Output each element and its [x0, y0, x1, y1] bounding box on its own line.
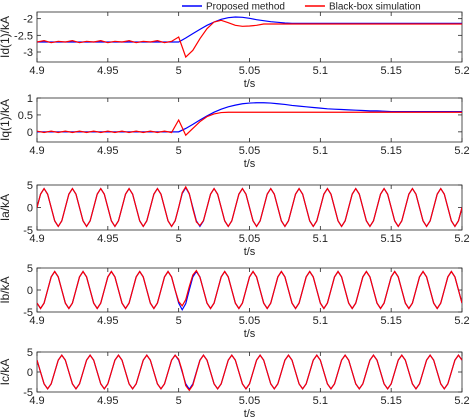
x-tick-label: 5.2: [454, 65, 469, 77]
x-tick-label: 5: [176, 145, 182, 157]
x-tick-label: 5.1: [313, 233, 328, 245]
y-tick-label: 0: [27, 127, 33, 139]
series-line: [37, 102, 462, 133]
plot-area: [36, 351, 463, 393]
series-line: [37, 19, 462, 59]
x-tick-label: 5: [176, 65, 182, 77]
x-axis-label: t/s: [244, 328, 256, 340]
y-tick-label: 0.5: [18, 110, 33, 122]
legend-label: Proposed method: [206, 2, 285, 13]
series-line: [37, 185, 462, 228]
x-tick-label: 5.1: [313, 315, 328, 327]
x-axis-label: t/s: [244, 78, 256, 90]
legend-label: Black-box simulation: [329, 2, 421, 13]
x-tick-label: 4.9: [29, 145, 44, 157]
x-tick-label: 4.9: [29, 395, 44, 407]
x-tick-label: 5.2: [454, 315, 469, 327]
x-tick-label: 5.05: [239, 315, 260, 327]
y-tick-label: 5: [27, 263, 33, 275]
x-axis-label: t/s: [244, 246, 256, 258]
x-tick-label: 5.2: [454, 395, 469, 407]
x-tick-label: 5.05: [239, 395, 260, 407]
x-tick-label: 5: [176, 315, 182, 327]
x-tick-label: 5.15: [380, 395, 401, 407]
y-tick-label: 0: [27, 285, 33, 297]
series-line: [37, 354, 462, 392]
y-tick-label: 0: [27, 203, 33, 215]
x-tick-label: 5.1: [313, 65, 328, 77]
x-tick-label: 5.05: [239, 233, 260, 245]
y-tick-label: -3: [23, 47, 33, 59]
x-tick-label: 5.2: [454, 233, 469, 245]
y-tick-label: -5: [23, 225, 33, 237]
y-tick-label: 0: [27, 367, 33, 379]
x-tick-label: 4.95: [97, 145, 118, 157]
x-tick-label: 5.15: [380, 145, 401, 157]
plot-area: [36, 11, 463, 63]
y-tick-label: -2: [23, 14, 33, 26]
y-tick-label: -5: [23, 307, 33, 319]
x-axis-label: t/s: [244, 158, 256, 170]
x-tick-label: 4.9: [29, 65, 44, 77]
x-tick-label: 4.9: [29, 233, 44, 245]
x-tick-label: 5.05: [239, 145, 260, 157]
y-tick-label: -2.5: [14, 30, 33, 42]
y-axis-label: Ib/kA: [0, 276, 12, 303]
y-tick-label: -5: [23, 387, 33, 399]
y-tick-label: 5: [27, 180, 33, 192]
y-axis-label: Ic/kA: [0, 359, 12, 386]
legend: Proposed method Black-box simulation: [182, 2, 421, 13]
x-tick-label: 4.95: [97, 65, 118, 77]
plot-area: [36, 97, 463, 143]
series-line: [37, 269, 462, 310]
x-tick-label: 5.15: [380, 233, 401, 245]
x-tick-label: 5.2: [454, 145, 469, 157]
x-tick-label: 5: [176, 395, 182, 407]
x-tick-label: 4.95: [97, 233, 118, 245]
x-tick-label: 4.9: [29, 315, 44, 327]
y-tick-label: 5: [27, 347, 33, 359]
x-tick-label: 4.95: [97, 395, 118, 407]
y-axis-label: Id(1)/kA: [0, 16, 12, 58]
x-tick-label: 5.15: [380, 315, 401, 327]
y-axis-label: Ia/kA: [0, 194, 12, 221]
x-tick-label: 5.15: [380, 65, 401, 77]
plot-area: [36, 267, 463, 313]
y-axis-label: Iq(1)/kA: [0, 99, 12, 141]
x-tick-label: 5.1: [313, 395, 328, 407]
x-tick-label: 4.95: [97, 315, 118, 327]
series-line: [37, 16, 462, 43]
y-tick-label: 1: [27, 93, 33, 105]
x-tick-label: 5.1: [313, 145, 328, 157]
x-tick-label: 5.05: [239, 65, 260, 77]
x-axis-label: t/s: [244, 408, 256, 420]
series-line: [37, 111, 462, 137]
x-tick-label: 5: [176, 233, 182, 245]
